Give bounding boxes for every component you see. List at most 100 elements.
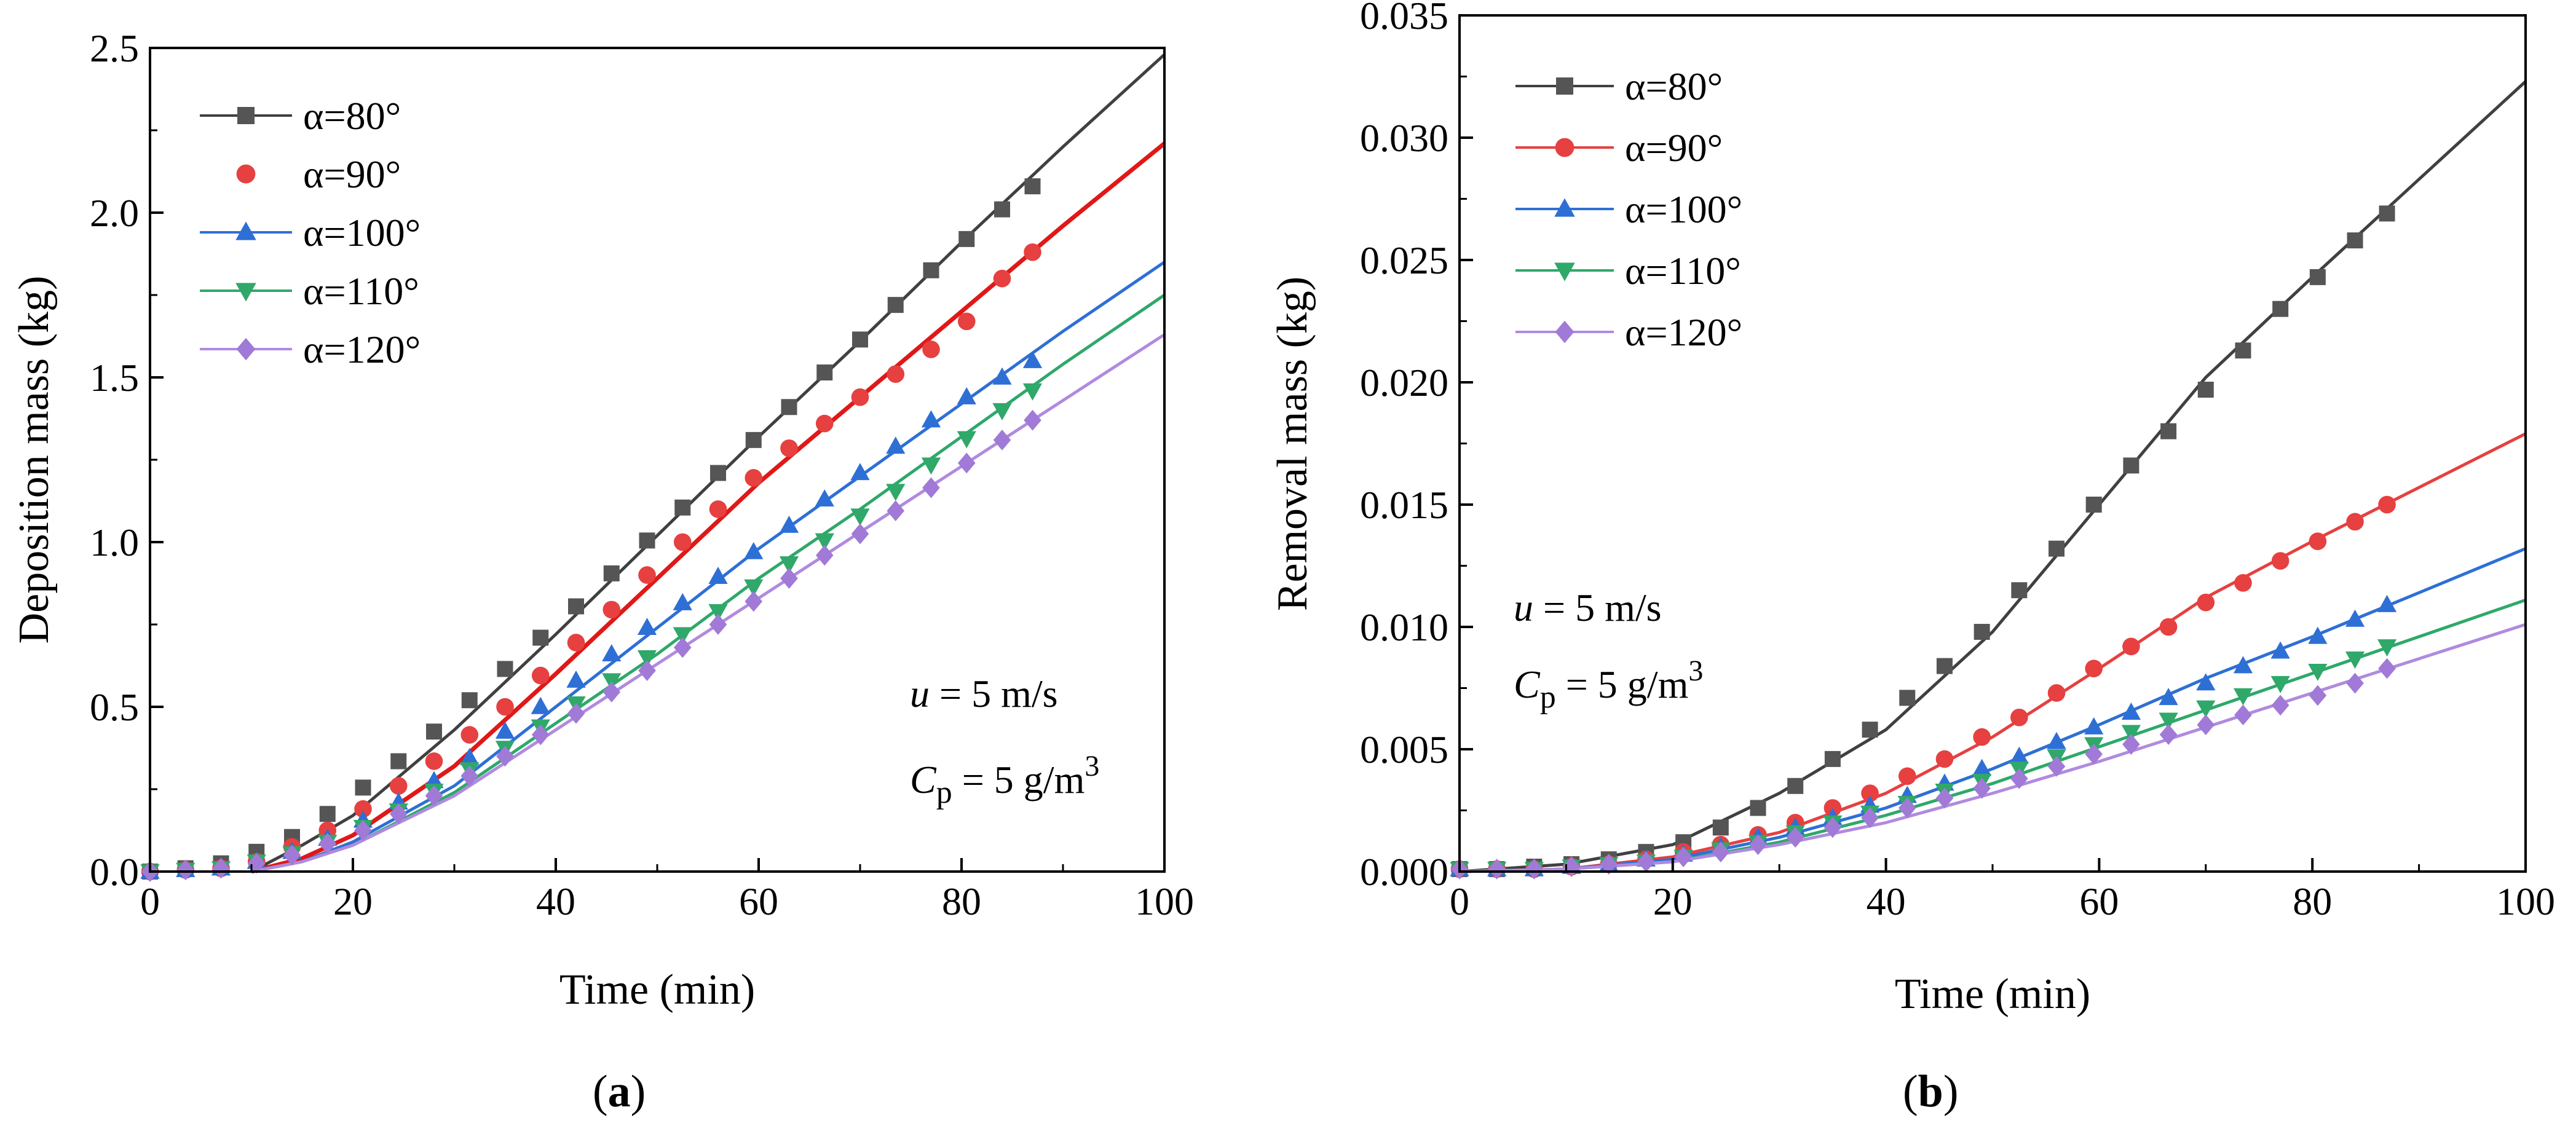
panel-a-series-3-point xyxy=(779,556,799,574)
panel-b-series-4-point xyxy=(1749,834,1767,856)
panel-a-series-2-point xyxy=(992,367,1012,385)
panel-a-series-4-point xyxy=(1024,409,1041,431)
panel-a-legend-label: α=110° xyxy=(303,269,419,313)
panel-b-series-2-point xyxy=(2345,609,2365,627)
panel-a-legend-label: α=100° xyxy=(303,211,421,254)
panel-a-x-tick-label: 0 xyxy=(140,880,160,923)
panel-a-legend-label: α=90° xyxy=(303,152,401,196)
panel-b-series-4-point xyxy=(1562,856,1581,877)
panel-a-y-tick-label: 0.0 xyxy=(90,850,139,894)
panel-a-velocity-value: = 5 m/s xyxy=(930,672,1058,715)
panel-b-series-2-point xyxy=(2196,673,2216,691)
panel-b-series-1-point xyxy=(2309,532,2327,550)
panel-b-tick-labels: 0 20 40 60 80 100 0.000 0.005 0.010 0.015 0.020 0.0… xyxy=(1360,0,2555,923)
panel-a-series-4-point xyxy=(603,681,621,703)
panel-b-y-tick-label: 0.035 xyxy=(1360,0,1448,37)
panel-b-series-0-point xyxy=(1824,750,1841,767)
panel-b-y-tick-label: 0.005 xyxy=(1360,728,1448,771)
panel-a-series-0-point xyxy=(390,753,407,770)
panel-b-series-0-point xyxy=(1936,658,1953,674)
panel-b-x-tick-label: 100 xyxy=(2496,880,2555,923)
panel-a-y-tick-label: 2.5 xyxy=(90,26,139,70)
panel-a-series-2-point xyxy=(744,541,764,559)
panel-a-series-1-point xyxy=(780,439,798,457)
panel-a-series-2-point xyxy=(673,593,692,610)
panel-b-y-tick-label: 0.010 xyxy=(1360,605,1448,649)
panel-b-series-1-point xyxy=(2010,708,2028,727)
panel-a-velocity-note: u = 5 m/s xyxy=(910,672,1058,715)
panel-b-series-0-point xyxy=(2160,423,2177,439)
panel-a-series-1-point xyxy=(851,388,869,406)
panel-a-series-3-point xyxy=(673,627,692,645)
panel-a-legend-marker xyxy=(236,337,256,361)
panel-b-concentration-symbol: C xyxy=(1514,663,1541,706)
panel-a-series-1-point xyxy=(745,469,763,487)
panel-a-series-2-point xyxy=(602,644,622,661)
panel-a-series-4-point xyxy=(745,591,763,612)
panel-b-label-open-paren: ( xyxy=(1903,1066,1918,1117)
panel-b-series-1-point xyxy=(2378,495,2396,514)
panel-a-legend-marker xyxy=(236,164,256,184)
panel-a-concentration-note: Cp = 5 g/m3 xyxy=(910,750,1099,810)
panel-b-x-tick-label: 40 xyxy=(1867,880,1906,923)
panel-b-series-3-point xyxy=(2196,700,2216,718)
panel-a-series-3-point xyxy=(992,403,1012,420)
panel-a-series-1-point xyxy=(425,752,443,770)
panel-b-x-axis-label: Time (min) xyxy=(1895,971,2090,1018)
panel-a-series-1-point xyxy=(460,726,479,744)
panel-a-series-1-point xyxy=(567,634,585,652)
panel-a-x-tick-label: 60 xyxy=(739,880,778,923)
panel-a-series-1-point xyxy=(531,666,550,685)
panel-a-series-4-point xyxy=(638,660,656,681)
panel-a-x-tick-label: 80 xyxy=(942,880,981,923)
panel-b-series-4-fit-line xyxy=(1459,623,2526,873)
panel-b-legend-marker xyxy=(1556,77,1573,95)
panel-b-y-tick-label: 0.020 xyxy=(1360,361,1448,404)
panel-b-series-2-point xyxy=(2377,594,2397,612)
panel-b: 0 20 40 60 80 100 0.000 0.005 0.010 0.015 0.020 0.0… xyxy=(1269,0,2555,1117)
panel-b-series-0-point xyxy=(1899,690,1916,706)
panel-b-series-4-point xyxy=(2159,724,2178,746)
panel-b-series-0-point xyxy=(2347,232,2363,249)
panel-a-series-2-point xyxy=(460,747,480,765)
panel-a-series-3-point xyxy=(708,604,728,621)
panel-b-series-0-point xyxy=(2011,582,2028,599)
panel-b-velocity-value: = 5 m/s xyxy=(1533,586,1662,629)
panel-a-series-3-point xyxy=(815,533,834,551)
panel-a-series-4-point xyxy=(354,820,372,841)
panel-a-y-tick-label: 1.0 xyxy=(90,521,139,564)
panel-b-series-4-point xyxy=(2010,768,2028,789)
panel-a-series-0-point xyxy=(568,598,584,615)
panel-a-series-0-point xyxy=(639,532,655,549)
panel-a-series-0-point xyxy=(319,806,336,822)
panel-a-series-4-point xyxy=(922,477,940,498)
panel-a-label-letter: a xyxy=(608,1066,631,1117)
panel-a-y-tick-label: 1.5 xyxy=(90,356,139,400)
panel-b-series-3-point xyxy=(2345,652,2365,669)
panel-b-series-2-fit-line xyxy=(1459,547,2526,873)
panel-b-series-4-point xyxy=(2346,672,2364,694)
panel-b-series-1-point xyxy=(1973,728,1991,746)
panel-a-series-3-point xyxy=(637,650,657,667)
panel-b-series-2-point xyxy=(2270,641,2290,659)
panel-b-y-tick-label: 0.025 xyxy=(1360,238,1448,282)
panel-a-series-2-point xyxy=(566,670,586,688)
panel-a-series-4-point xyxy=(496,746,514,767)
panel-b-series-2-point xyxy=(2308,626,2328,644)
panel-a-plot-data xyxy=(140,53,1166,882)
panel-b-velocity-symbol: u xyxy=(1514,586,1533,629)
panel-b-series-1-point xyxy=(2047,684,2066,702)
panel-b-legend-label: α=100° xyxy=(1625,187,1742,231)
panel-b-series-4-point xyxy=(1935,787,1954,809)
panel-a-y-tick-label: 0.5 xyxy=(90,685,139,729)
panel-b-x-tick-label: 80 xyxy=(2293,880,2332,923)
panel-b-series-4-point xyxy=(1525,859,1543,880)
panel-b-series-4-point xyxy=(1600,854,1618,875)
panel-a-legend-marker xyxy=(235,221,256,240)
panel-b-series-1-point xyxy=(2085,660,2103,677)
panel-a-series-4-point xyxy=(531,724,550,746)
panel-b-legend-marker xyxy=(1554,262,1575,282)
panel-b-series-2-point xyxy=(2047,731,2066,749)
panel-b-series-3-point xyxy=(2270,675,2290,693)
panel-a-y-axis-label: Deposition mass (kg) xyxy=(10,276,58,644)
